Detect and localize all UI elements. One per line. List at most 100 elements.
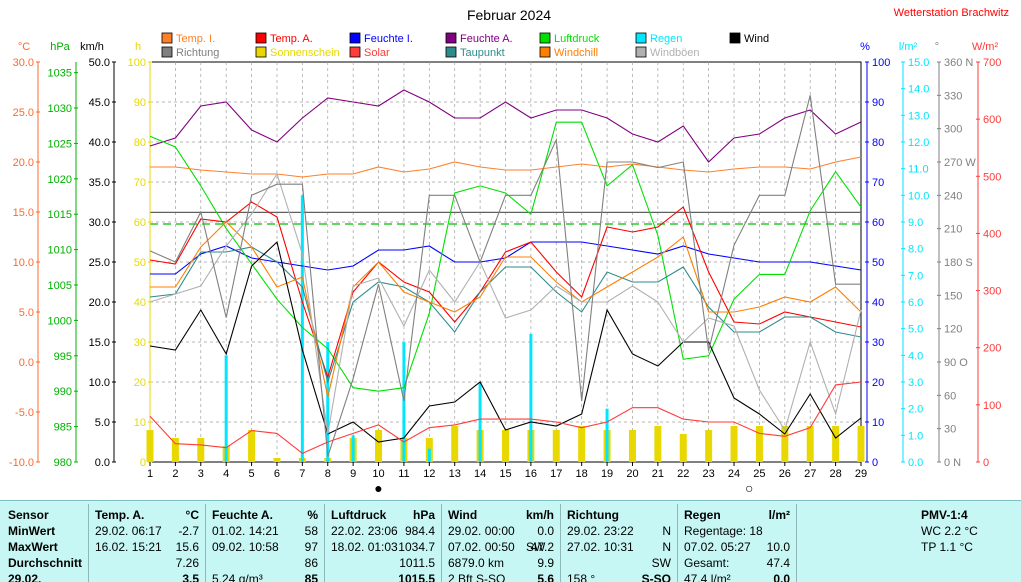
stats-wind-max-dir: SW	[526, 540, 546, 554]
axis-tick-label: -10.0	[9, 457, 34, 469]
legend-swatch	[349, 46, 361, 58]
stats-direction-deg: 158 °	[567, 572, 596, 582]
axis-tick-label: 120	[944, 324, 962, 336]
x-tick-label: 2	[172, 468, 178, 480]
axis-tick-label: 30	[944, 424, 956, 436]
stats-rain-current: 0.0	[773, 572, 790, 582]
stats-direction-current: S-SO	[641, 572, 671, 582]
stats-temp-avg: 7.26	[175, 556, 199, 570]
stats-wind-bft: 2 Bft S-SO	[448, 572, 506, 582]
series-line-solar	[149, 381, 862, 455]
axis-tick-label: 100	[872, 57, 890, 69]
stats-pmv-windchill: WC 2.2 °C	[921, 524, 978, 538]
stats-pressure-max-time: 18.02. 01:03	[331, 540, 398, 554]
rain-bar	[326, 342, 330, 462]
legend-label: Temp. I.	[176, 33, 215, 45]
axis-unit-label: l/m²	[899, 41, 918, 53]
axis-tick-label: 0.0	[95, 457, 110, 469]
legend-label: Windchill	[554, 47, 598, 59]
axis-tick-label: 1035	[48, 68, 72, 80]
stats-temp-title: Temp. A.	[95, 508, 145, 522]
stats-rain-unit: l/m²	[768, 508, 790, 522]
x-tick-label: 14	[474, 468, 486, 480]
sunshine-bar	[375, 430, 383, 462]
sunshine-bar	[806, 426, 814, 462]
x-tick-label: 28	[829, 468, 841, 480]
axis-unit-label: hPa	[50, 41, 70, 53]
stats-direction-max: N	[662, 540, 671, 554]
stats-humidity-abs: 5.24 g/m³	[212, 572, 263, 582]
stats-rain-max: 10.0	[766, 540, 790, 554]
sunshine-bar	[578, 426, 586, 462]
chart-grid	[149, 61, 862, 463]
left-axes: °C 30.0 25.0 20.0 15.0 10.0 5.0 0.0 -5.0 -10.0 hPa…	[9, 41, 152, 469]
stats-pmv-title: PMV-1:4	[921, 508, 968, 522]
axis-tick-label: 50.0	[89, 57, 110, 69]
rain-bar	[427, 448, 431, 462]
x-tick-label: 18	[576, 468, 588, 480]
axis-tick-label: 360 N	[944, 57, 973, 69]
axis-tick-label: 180 S	[944, 257, 973, 269]
stats-humidity-block: Feuchte A. % 01.02. 14:21 58 09.02. 10:5…	[206, 501, 324, 582]
axis-tick-label: 10.0	[89, 377, 110, 389]
legend-swatch	[161, 32, 173, 44]
legend-swatch	[349, 32, 361, 44]
stats-temp-block: Temp. A. °C 29.02. 06:17 -2.7 16.02. 15:…	[89, 501, 205, 582]
axis-tick-label: 60	[134, 217, 146, 229]
series-line-temp-i	[150, 156, 862, 178]
axis-tick-label: 8.0	[908, 244, 923, 256]
stats-humidity-avg: 86	[304, 556, 318, 570]
axis-tick-label: 90 O	[944, 357, 968, 369]
stats-rain-max-time: 07.02. 05:27	[684, 540, 751, 554]
rain-bar	[529, 334, 533, 462]
stats-wind-title: Wind	[448, 508, 478, 522]
sunshine-bar	[857, 426, 865, 462]
axis-tick-label: 12.0	[908, 137, 929, 149]
stats-humidity-current: 85	[304, 572, 318, 582]
sunshine-bar	[146, 430, 154, 462]
chart-bars	[146, 195, 865, 463]
stats-humidity-title: Feuchte A.	[212, 508, 273, 522]
stats-rain-block: Regen l/m² Regentage: 18 07.02. 05:27 10…	[678, 501, 796, 582]
axis-tick-label: 995	[54, 351, 72, 363]
axis-tick-label: 80	[134, 137, 146, 149]
axis-tick-label: 90	[872, 97, 884, 109]
series-line-wind	[149, 240, 862, 443]
axis-tick-label: 15.0	[89, 337, 110, 349]
axis-tick-label: 1015	[48, 209, 72, 221]
axis-tick-label: 10.0	[13, 257, 34, 269]
x-tick-label: 6	[274, 468, 280, 480]
rain-bar	[402, 342, 406, 462]
axis-tick-label: 10	[134, 417, 146, 429]
axis-tick-label: 600	[983, 114, 1001, 126]
stats-pmv-dewpoint: TP 1.1 °C	[921, 540, 973, 554]
stats-direction-avg: SW	[651, 556, 671, 570]
x-tick-label: 22	[677, 468, 689, 480]
x-tick-label: 8	[325, 468, 331, 480]
stats-rain-days: Regentage: 18	[684, 524, 763, 538]
stats-rain-total: 47.4	[766, 556, 790, 570]
rain-bar	[605, 408, 609, 462]
axis-tick-label: 4.0	[908, 350, 923, 362]
axis-tick-label: 60	[872, 217, 884, 229]
axis-tick-label: 1030	[48, 103, 72, 115]
axis-tick-label: 10.0	[908, 190, 929, 202]
legend-label: Wind	[744, 33, 769, 45]
axis-unit-label: W/m²	[972, 41, 999, 53]
axis-tick-label: 13.0	[908, 110, 929, 122]
axis-tick-label: 0.0	[19, 357, 34, 369]
stats-temp-min: -2.7	[178, 524, 199, 538]
stats-humidity-max: 97	[304, 540, 318, 554]
axis-unit-label: °C	[18, 41, 30, 53]
stats-wind-unit: km/h	[525, 508, 554, 522]
x-tick-label: 5	[249, 468, 255, 480]
stats-direction-min-time: 29.02. 23:22	[567, 524, 634, 538]
moon-phase-marker: ○	[745, 480, 753, 496]
axis-tick-label: 2.0	[908, 404, 923, 416]
series-line-feuchte-a	[149, 89, 862, 163]
stats-pmv-block: PMV-1:4 WC 2.2 °C TP 1.1 °C	[797, 501, 1021, 582]
axis-tick-label: 60	[944, 390, 956, 402]
series-line-taupunkt	[149, 246, 862, 384]
axis-tick-label: 5.0	[19, 307, 34, 319]
axis-tick-label: 20	[134, 377, 146, 389]
